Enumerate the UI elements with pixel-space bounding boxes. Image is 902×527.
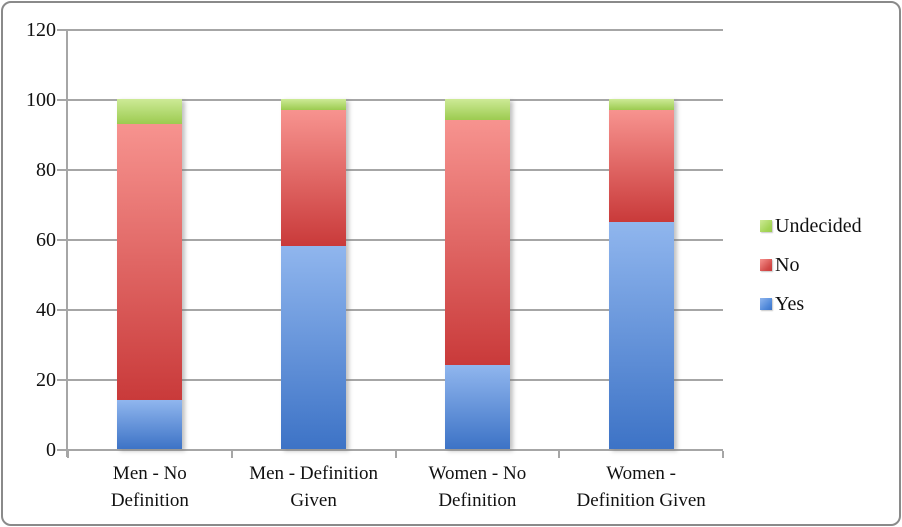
- bar-segment-yes: [281, 246, 347, 449]
- x-axis-line: [68, 449, 723, 451]
- y-tick-label: 0: [46, 439, 56, 461]
- x-tick: [230, 451, 233, 458]
- gridline: [68, 29, 723, 31]
- y-tick-label: 60: [36, 229, 56, 251]
- x-category-label-line: Women - No: [428, 463, 527, 484]
- bar-segment-yes: [117, 400, 183, 449]
- x-category-label: Men - No Definition: [68, 460, 232, 514]
- x-category-label: Men - Definition Given: [232, 460, 396, 514]
- x-category-label: Women - No Definition: [396, 460, 560, 514]
- y-tick-label: 100: [26, 89, 56, 111]
- gridline: [68, 379, 723, 381]
- x-category-label-line: Definition Given: [576, 490, 706, 511]
- bar-stack: [281, 99, 347, 449]
- y-axis-line: [66, 29, 68, 457]
- y-tick: [57, 309, 68, 311]
- legend-label: Undecided: [775, 214, 862, 237]
- gridline: [68, 239, 723, 241]
- x-tick: [722, 451, 724, 458]
- legend-item-yes: Yes: [760, 291, 862, 317]
- x-tick: [394, 451, 397, 458]
- y-tick: [57, 169, 68, 171]
- legend-swatch-no-icon: [760, 259, 772, 271]
- bar-segment-undecided: [117, 99, 183, 124]
- y-tick: [57, 379, 68, 381]
- bar-segment-yes: [444, 365, 510, 449]
- x-category-label: Women - Definition Given: [559, 460, 723, 514]
- y-tick-label: 40: [36, 299, 56, 321]
- bar-segment-no: [444, 120, 510, 365]
- x-category-label-line: Men - No: [112, 463, 187, 484]
- gridline: [68, 309, 723, 311]
- legend: Undecided No Yes: [760, 213, 862, 330]
- bar-segment-undecided: [281, 99, 347, 110]
- bar-segment-undecided: [444, 99, 510, 120]
- legend-item-undecided: Undecided: [760, 213, 862, 239]
- x-category-label-line: Definition: [110, 490, 189, 511]
- y-tick: [57, 449, 68, 451]
- bar-stack: [117, 99, 183, 449]
- bar-segment-no: [117, 123, 183, 400]
- y-tick: [57, 99, 68, 101]
- x-tick: [67, 451, 69, 458]
- x-category-label-line: Women -: [606, 463, 676, 484]
- gridline: [68, 169, 723, 171]
- y-tick-label: 80: [36, 159, 56, 181]
- legend-item-no: No: [760, 252, 862, 278]
- bar-stack: [608, 99, 674, 449]
- bar-segment-no: [281, 109, 347, 246]
- legend-label: No: [775, 253, 800, 276]
- y-tick: [57, 29, 68, 31]
- legend-swatch-yes-icon: [760, 298, 772, 310]
- x-category-label-line: Men - Definition: [249, 463, 378, 484]
- legend-swatch-undecided-icon: [760, 220, 772, 232]
- x-tick: [558, 451, 561, 458]
- y-tick: [57, 239, 68, 241]
- bar-segment-no: [608, 109, 674, 222]
- x-category-label-line: Given: [290, 490, 337, 511]
- x-category-label-line: Definition: [438, 490, 517, 511]
- y-tick-label: 120: [26, 19, 56, 41]
- bar-segment-undecided: [608, 99, 674, 110]
- gridline: [68, 99, 723, 101]
- legend-label: Yes: [775, 292, 805, 315]
- y-tick-label: 20: [36, 369, 56, 391]
- bar-stack: [444, 99, 510, 449]
- bar-segment-yes: [608, 221, 674, 449]
